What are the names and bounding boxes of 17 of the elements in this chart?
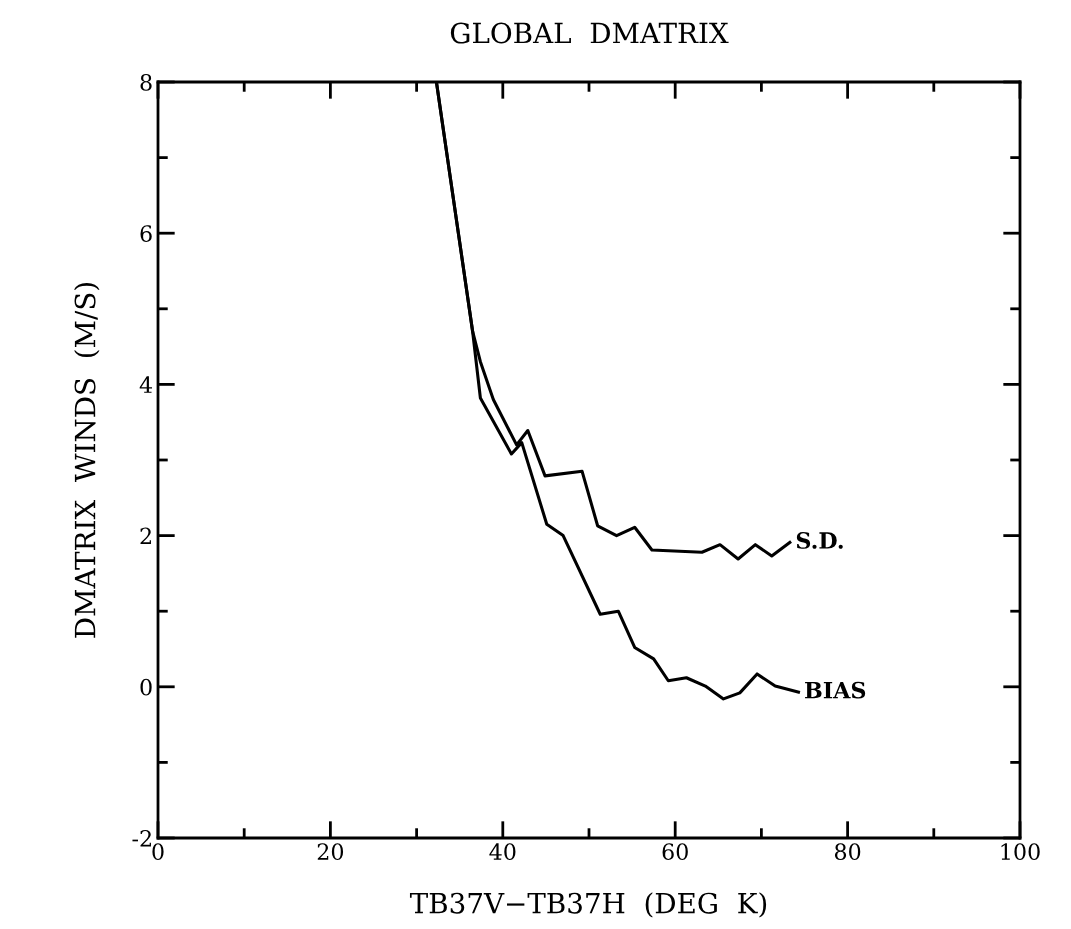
series-label: S.D. — [796, 532, 843, 549]
y-tick-label: 8 — [140, 73, 152, 91]
x-axis-title: TB37V−TB37H (DEG K) — [409, 892, 767, 918]
x-tick-label: 60 — [662, 843, 688, 861]
x-tick-label: 0 — [152, 843, 164, 861]
chart-title: GLOBAL DMATRIX — [450, 22, 729, 44]
x-tick-label: 40 — [489, 843, 516, 861]
y-tick-label: 2 — [140, 527, 151, 545]
series-label: BIAS — [805, 681, 866, 699]
x-tick-label: 20 — [317, 843, 344, 861]
y-tick-label: -2 — [132, 829, 151, 847]
y-axis-title: DMATRIX WINDS (M/S) — [74, 282, 100, 638]
y-tick-label: 0 — [140, 678, 152, 696]
x-tick-label: 100 — [1001, 843, 1040, 861]
y-tick-label: 4 — [139, 376, 153, 393]
y-tick-label: 6 — [140, 225, 152, 242]
x-tick-label: 80 — [834, 843, 861, 861]
